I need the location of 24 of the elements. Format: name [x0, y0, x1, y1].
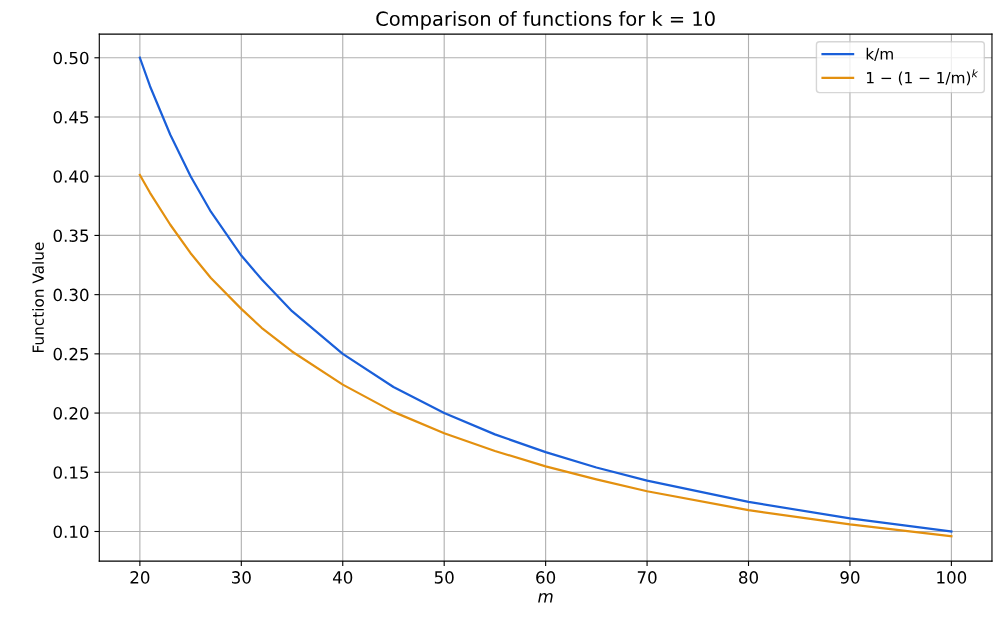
line-series: [138, 173, 953, 538]
x-tick-label: 80: [739, 571, 759, 584]
x-tick-label: 60: [536, 571, 556, 584]
x-tick-label: 70: [637, 571, 657, 584]
y-tick-label: 0.15: [53, 466, 89, 479]
y-tick-label: 0.10: [53, 525, 89, 539]
y-tick-label: 0.40: [53, 170, 89, 183]
y-tick-label: 0.35: [53, 229, 89, 242]
x-tick-label: 100: [937, 571, 967, 584]
x-tick-label: 40: [332, 571, 353, 584]
y-axis-title: Function Value: [32, 242, 44, 352]
x-axis-title: m: [538, 593, 553, 603]
x-tick-label: 50: [434, 571, 454, 584]
y-tick-label: 0.25: [53, 347, 89, 361]
y-tick-label: 0.30: [53, 288, 89, 302]
chart-title: Comparison of functions for k = 10: [376, 10, 715, 30]
legend-label: k/m: [866, 47, 893, 61]
legend-label: 1 − (1 − 1/m)$^{k}$: [866, 69, 979, 86]
x-tick-label: 90: [840, 571, 860, 584]
x-tick-label: 30: [231, 571, 251, 584]
y-tick-label: 0.50: [53, 51, 89, 65]
x-tick-label: 20: [130, 571, 150, 584]
y-tick-label: 0.45: [53, 110, 89, 124]
y-tick-label: 0.20: [53, 407, 89, 420]
